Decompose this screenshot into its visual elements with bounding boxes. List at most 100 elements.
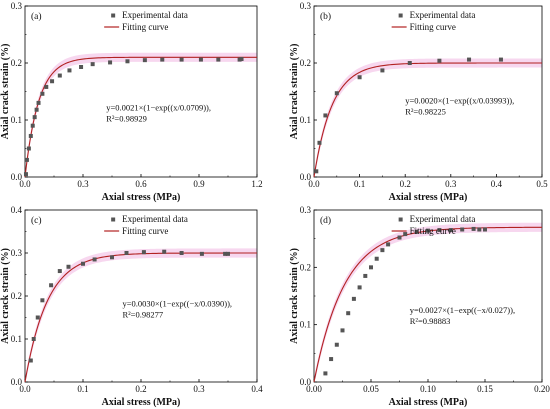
data-point [329, 357, 334, 362]
y-tick-label: 0.1 [300, 320, 311, 330]
x-tick-label: 0.0 [19, 384, 31, 394]
x-tick-label: 0.15 [477, 384, 493, 394]
data-point [498, 57, 503, 62]
legend-marker-points [111, 13, 116, 18]
data-point [340, 328, 345, 333]
data-point [32, 115, 37, 120]
x-axis-label: Axial stress (MPa) [102, 192, 181, 203]
legend-marker-points [398, 217, 403, 222]
x-tick-label: 0.0 [19, 179, 31, 189]
chart-panel-2: 0.0 0.1 0.2 0.3 0.4 0.5 0.0 0.1 0.2 0.3 Axial stre… [289, 1, 548, 203]
data-point [199, 251, 204, 256]
data-point [403, 232, 408, 237]
legend-label-curve: Fitting curve [122, 22, 168, 32]
y-tick-label: 0.2 [11, 58, 22, 68]
fit-equation: y=0.0030×(1−exp((−x/0.0390)), [122, 298, 232, 308]
data-point [483, 227, 487, 232]
legend-label-curve: Fitting curve [410, 22, 456, 32]
data-point [374, 256, 379, 261]
confidence-band [314, 58, 542, 177]
data-point [226, 251, 230, 256]
x-tick-label: 1.2 [251, 179, 262, 189]
data-point [380, 248, 385, 253]
y-tick-label: 0.1 [11, 115, 22, 125]
y-tick-label: 0.4 [11, 205, 23, 215]
chart-panel-1: 0.0 0.3 0.6 0.9 1.2 0.0 0.1 0.2 0.3 Axial stress … [0, 1, 263, 203]
data-point [110, 255, 114, 260]
x-tick-label: 0.1 [77, 384, 88, 394]
data-point [198, 57, 203, 62]
x-tick-label: 0.1 [354, 179, 365, 189]
y-tick-label: 0.0 [300, 377, 312, 387]
fit-equation: y=0.0021×(1−exp((x/0.0709)), [106, 102, 211, 112]
chart-panel-4: 0.00 0.05 0.10 0.15 0.20 0.0 0.1 0.2 0.3 Axial st… [289, 205, 550, 408]
y-axis-label: Axial crack strain (%) [289, 248, 300, 344]
x-tick-label: 0.4 [491, 179, 503, 189]
y-tick-label: 0.2 [11, 291, 22, 301]
panel-label: (a) [31, 11, 42, 22]
y-axis-label: Axial crack strain (%) [0, 44, 11, 140]
data-point [334, 91, 339, 96]
data-point [223, 251, 228, 256]
panel-label: (b) [320, 11, 331, 22]
data-point [31, 337, 36, 341]
legend-label-curve: Fitting curve [122, 226, 168, 236]
y-axis-label: Axial crack strain (%) [289, 44, 300, 140]
y-tick-label: 0.0 [300, 172, 312, 182]
data-point [334, 342, 339, 347]
fit-r-squared: R²=0.98929 [106, 113, 147, 123]
data-point [108, 60, 113, 65]
data-point [28, 358, 33, 363]
legend-label-points: Experimental data [122, 214, 188, 224]
data-point [40, 298, 45, 303]
data-point [477, 227, 482, 232]
y-tick-label: 0.0 [11, 377, 23, 387]
y-tick-label: 0.1 [300, 115, 311, 125]
data-point [380, 68, 385, 73]
panel-label: (d) [320, 215, 331, 226]
data-point [460, 227, 465, 232]
data-point [369, 265, 373, 270]
fit-equation: y=0.0020×(1−exp((x/0.03993)), [405, 95, 514, 105]
data-point [437, 228, 442, 233]
panel-label: (c) [31, 215, 42, 226]
y-tick-label: 0.0 [11, 172, 23, 182]
data-point [397, 235, 402, 240]
data-point [81, 261, 85, 266]
data-point [160, 57, 165, 62]
y-tick-label: 0.1 [11, 334, 22, 344]
data-point [57, 73, 62, 78]
y-tick-label: 0.3 [300, 205, 312, 215]
data-point [92, 257, 97, 262]
data-point [125, 59, 130, 64]
x-tick-label: 0.2 [400, 179, 411, 189]
data-point [323, 371, 328, 376]
data-point [239, 57, 244, 62]
legend-label-points: Experimental data [122, 10, 188, 20]
confidence-band [314, 222, 542, 382]
data-point [124, 251, 129, 255]
data-point [24, 157, 29, 162]
x-tick-label: 0.0 [308, 179, 320, 189]
data-point [30, 123, 35, 128]
data-point [314, 169, 319, 174]
data-point [36, 100, 41, 105]
data-point [40, 91, 45, 96]
x-tick-label: 0.9 [193, 179, 205, 189]
data-point [351, 296, 356, 301]
data-point [448, 228, 453, 233]
fit-equation: y=0.0027×(1−exp((−x/0.027)), [410, 305, 515, 315]
fit-r-squared: R²=0.98225 [405, 106, 446, 116]
data-point [426, 228, 430, 233]
x-tick-label: 0.3 [77, 179, 89, 189]
data-point [471, 226, 476, 231]
x-tick-label: 0.2 [135, 384, 146, 394]
data-point [437, 58, 442, 63]
data-point [28, 133, 33, 138]
legend-label-points: Experimental data [410, 10, 476, 20]
data-point [90, 62, 95, 67]
fitting-curve [24, 252, 257, 383]
chart-panel-3: 0.0 0.1 0.2 0.3 0.4 0.0 0.1 0.2 0.3 0.4 Axial stre… [0, 205, 263, 408]
y-axis-label: Axial crack strain (%) [0, 248, 11, 344]
